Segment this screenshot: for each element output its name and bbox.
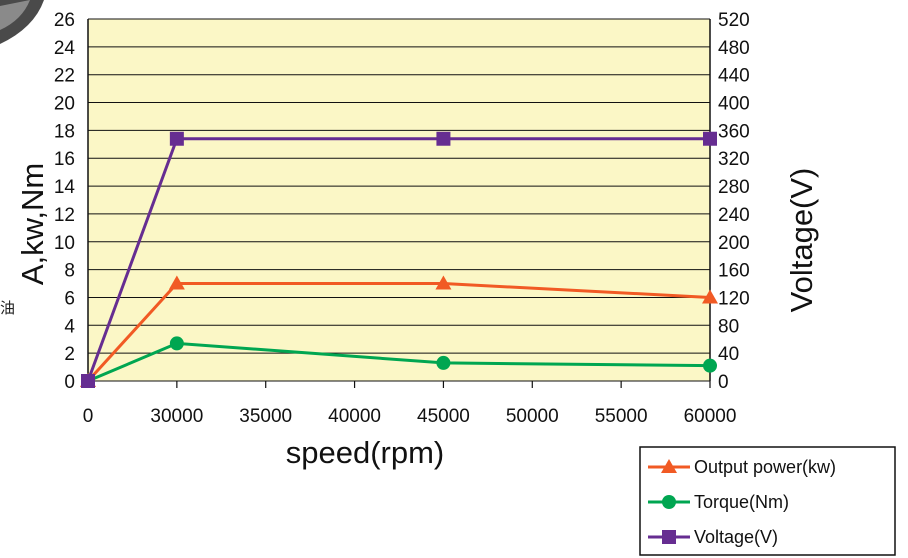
y2-tick-label: 360 [718, 121, 750, 142]
y-tick-label: 22 [54, 66, 75, 87]
x-tick-label: 60000 [684, 406, 737, 427]
voltage-point [81, 374, 95, 388]
legend-output-power-label: Output power(kw) [694, 457, 836, 477]
edge-text: 油 [0, 299, 15, 317]
output-power-point [702, 289, 718, 304]
y-tick-label: 8 [64, 261, 75, 282]
y2-tick-label: 40 [718, 344, 739, 365]
legend-voltage-marker [662, 530, 676, 544]
x-axis-ticks [87, 381, 711, 388]
x-axis-tick-labels: 0 30000 35000 40000 45000 50000 55000 60000 [83, 406, 737, 427]
voltage-point [703, 131, 717, 146]
grid-lines [87, 18, 711, 382]
y-tick-label: 24 [54, 38, 76, 59]
y-tick-label: 18 [54, 121, 75, 142]
y2-tick-label: 200 [718, 233, 750, 254]
legend-voltage-label: Voltage(V) [694, 527, 778, 547]
y-tick-label: 4 [64, 316, 75, 337]
x-tick-label: 45000 [417, 406, 470, 427]
y2-tick-label: 320 [718, 149, 750, 170]
output-power-line [86, 282, 711, 383]
torque-point [436, 355, 451, 370]
legend-output-power-marker [661, 459, 677, 473]
voltage-point [436, 131, 451, 146]
y-tick-label: 10 [54, 233, 75, 254]
y2-tick-label: 80 [718, 316, 739, 337]
x-tick-label: 50000 [506, 406, 559, 427]
y-tick-label: 12 [54, 205, 75, 226]
x-tick-label: 40000 [328, 406, 381, 427]
y2-tick-label: 120 [718, 288, 750, 309]
torque-point [169, 336, 184, 351]
series-layer [80, 131, 718, 388]
y2-tick-label: 160 [718, 261, 750, 282]
plot-area [88, 19, 710, 381]
legend: Output power(kw) Torque(Nm) Voltage(V) [639, 446, 896, 556]
y2-tick-label: 0 [718, 372, 729, 393]
y2-tick-label: 520 [718, 10, 750, 31]
y-tick-label: 6 [64, 288, 75, 309]
y-tick-label: 20 [54, 94, 75, 115]
output-power-point [435, 275, 452, 290]
voltage-line [86, 137, 710, 382]
y-tick-label: 0 [64, 372, 75, 393]
x-tick-label: 55000 [595, 406, 648, 427]
voltage-series [81, 131, 717, 388]
y-tick-label: 2 [64, 344, 75, 365]
legend-torque-marker [662, 495, 676, 509]
y2-tick-label: 280 [718, 177, 750, 198]
torque-point [703, 358, 717, 373]
x-axis-title: speed(rpm) [286, 435, 445, 470]
y-tick-label: 26 [54, 10, 75, 31]
x-tick-label: 35000 [239, 406, 292, 427]
voltage-point [169, 131, 184, 146]
y2-axis-tick-labels: 0 40 80 120 160 200 240 280 320 360 400 440 480 520 [718, 10, 750, 393]
y-tick-label: 16 [54, 149, 75, 170]
y2-tick-label: 480 [718, 38, 750, 59]
y2-tick-label: 440 [718, 66, 750, 87]
legend-torque-label: Torque(Nm) [694, 492, 789, 512]
output-power-point [168, 275, 185, 290]
x-tick-label: 0 [83, 406, 94, 427]
y-tick-label: 14 [54, 177, 76, 198]
y2-tick-label: 240 [718, 205, 750, 226]
corner-decoration-highlight [0, 0, 30, 30]
torque-line [87, 341, 711, 383]
x-tick-label: 30000 [150, 406, 203, 427]
y2-tick-label: 400 [718, 94, 750, 115]
y2-axis-title: Voltage(V) [784, 168, 819, 313]
y-axis-title: A,kw,Nm [15, 163, 50, 285]
